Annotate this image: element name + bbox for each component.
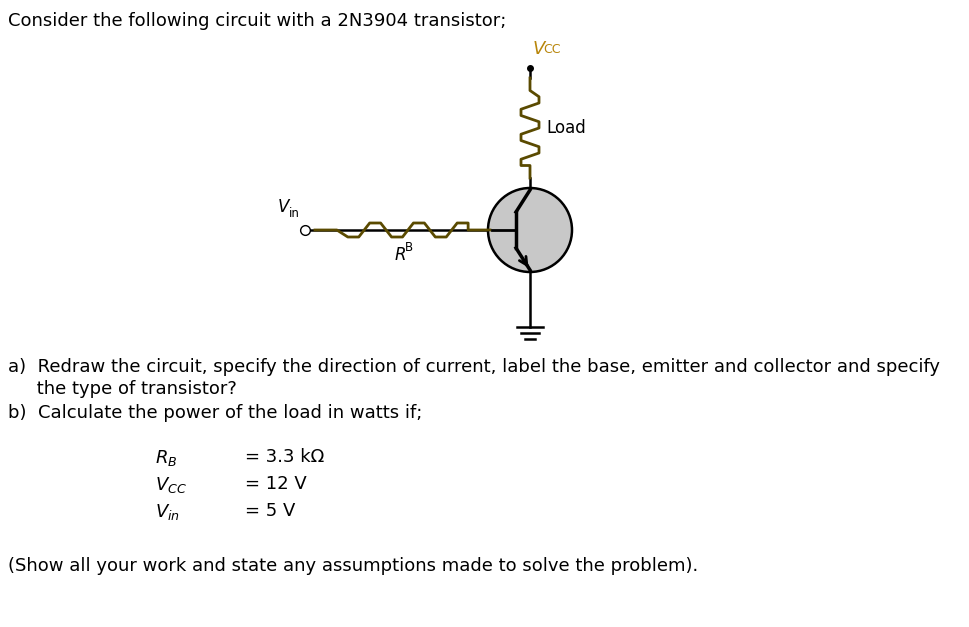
Text: = 12 V: = 12 V (245, 475, 306, 493)
Text: a)  Redraw the circuit, specify the direction of current, label the base, emitte: a) Redraw the circuit, specify the direc… (8, 358, 939, 376)
Text: = 3.3 kΩ: = 3.3 kΩ (245, 448, 324, 466)
Text: CC: CC (543, 43, 560, 56)
Text: Consider the following circuit with a 2N3904 transistor;: Consider the following circuit with a 2N… (8, 12, 506, 30)
Text: $R$: $R$ (393, 246, 405, 264)
Text: Load: Load (546, 119, 585, 137)
Text: B: B (404, 241, 412, 254)
Circle shape (487, 188, 572, 272)
Text: $R_B$: $R_B$ (155, 448, 177, 468)
Text: b)  Calculate the power of the load in watts if;: b) Calculate the power of the load in wa… (8, 404, 422, 422)
Text: (Show all your work and state any assumptions made to solve the problem).: (Show all your work and state any assump… (8, 557, 698, 575)
Text: $V_{in}$: $V_{in}$ (155, 502, 180, 522)
Text: in: in (289, 207, 299, 220)
Text: $V$: $V$ (531, 40, 547, 58)
Text: the type of transistor?: the type of transistor? (8, 380, 236, 398)
Text: $V$: $V$ (276, 198, 291, 216)
Text: = 5 V: = 5 V (245, 502, 296, 520)
Text: $V_{CC}$: $V_{CC}$ (155, 475, 187, 495)
